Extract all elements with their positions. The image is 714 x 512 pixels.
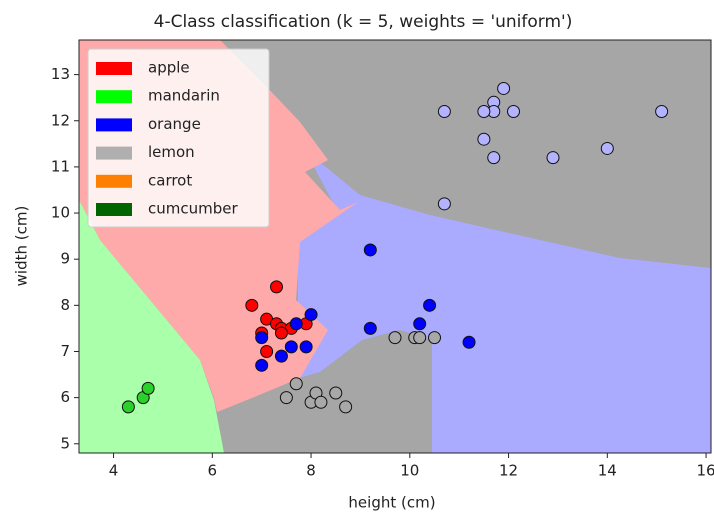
legend-swatch — [96, 203, 132, 216]
point — [260, 344, 274, 358]
point — [423, 298, 437, 312]
x-tick-label: 4 — [109, 462, 119, 480]
y-tick-label: 11 — [51, 157, 70, 175]
point — [428, 331, 441, 345]
point — [600, 141, 614, 155]
y-tick-label: 10 — [51, 204, 70, 222]
y-axis-label: width (cm) — [13, 206, 31, 287]
legend-label: orange — [148, 115, 201, 133]
point — [255, 331, 269, 345]
x-axis-label: height (cm) — [348, 494, 435, 512]
x-tick-label: 16 — [697, 462, 714, 480]
point — [363, 243, 377, 257]
point — [279, 391, 293, 405]
y-tick-label: 5 — [60, 434, 70, 452]
x-tick-label: 14 — [598, 462, 617, 480]
x-tick-label: 10 — [400, 462, 419, 480]
y-tick-label: 6 — [60, 388, 70, 406]
point — [413, 317, 427, 331]
chart-title: 4-Class classification (k = 5, weights =… — [154, 12, 573, 32]
point — [289, 377, 303, 391]
point — [507, 105, 520, 119]
legend-label: lemon — [148, 143, 195, 161]
point — [363, 321, 377, 335]
legend-label: carrot — [148, 171, 192, 189]
point — [487, 151, 501, 165]
legend-swatch — [96, 90, 132, 104]
point — [388, 331, 402, 345]
point — [477, 105, 491, 119]
point — [437, 197, 451, 211]
point — [274, 326, 288, 340]
point — [255, 358, 269, 372]
points — [121, 81, 669, 414]
point — [339, 400, 353, 414]
point — [497, 81, 511, 95]
legend-label: cumcumber — [148, 200, 238, 218]
point — [546, 151, 560, 165]
point — [314, 395, 328, 409]
y-tick-label: 9 — [60, 250, 70, 268]
point — [299, 340, 313, 354]
point — [462, 335, 476, 349]
plot-frame — [78, 39, 712, 454]
y-tick-label: 8 — [60, 296, 70, 314]
point — [274, 349, 288, 363]
x-tick-label: 12 — [499, 462, 518, 480]
region-blue — [215, 150, 711, 453]
point — [477, 132, 491, 146]
legend: apple mandarin orange lemon carrot cumcumber — [96, 59, 238, 218]
y-tick-label: 7 — [60, 342, 70, 360]
legend-swatch — [96, 174, 132, 188]
point — [289, 317, 303, 331]
legend-label: apple — [148, 59, 190, 77]
legend-swatch — [96, 146, 132, 160]
point — [304, 308, 318, 322]
point — [245, 298, 259, 312]
legend-label: mandarin — [148, 87, 220, 105]
point — [284, 340, 298, 354]
legend-box — [87, 48, 270, 228]
point — [121, 400, 135, 414]
point — [329, 386, 343, 400]
point — [413, 331, 427, 345]
point — [270, 280, 283, 294]
y-tick-label: 13 — [51, 65, 70, 83]
legend-swatch — [96, 62, 132, 75]
point — [141, 381, 155, 395]
legend-swatch — [96, 118, 132, 132]
x-tick-label: 6 — [208, 462, 218, 480]
y-tick-label: 12 — [51, 111, 70, 129]
point — [655, 105, 669, 119]
region-green — [79, 200, 224, 453]
point — [437, 105, 451, 119]
x-tick-label: 8 — [306, 462, 316, 480]
